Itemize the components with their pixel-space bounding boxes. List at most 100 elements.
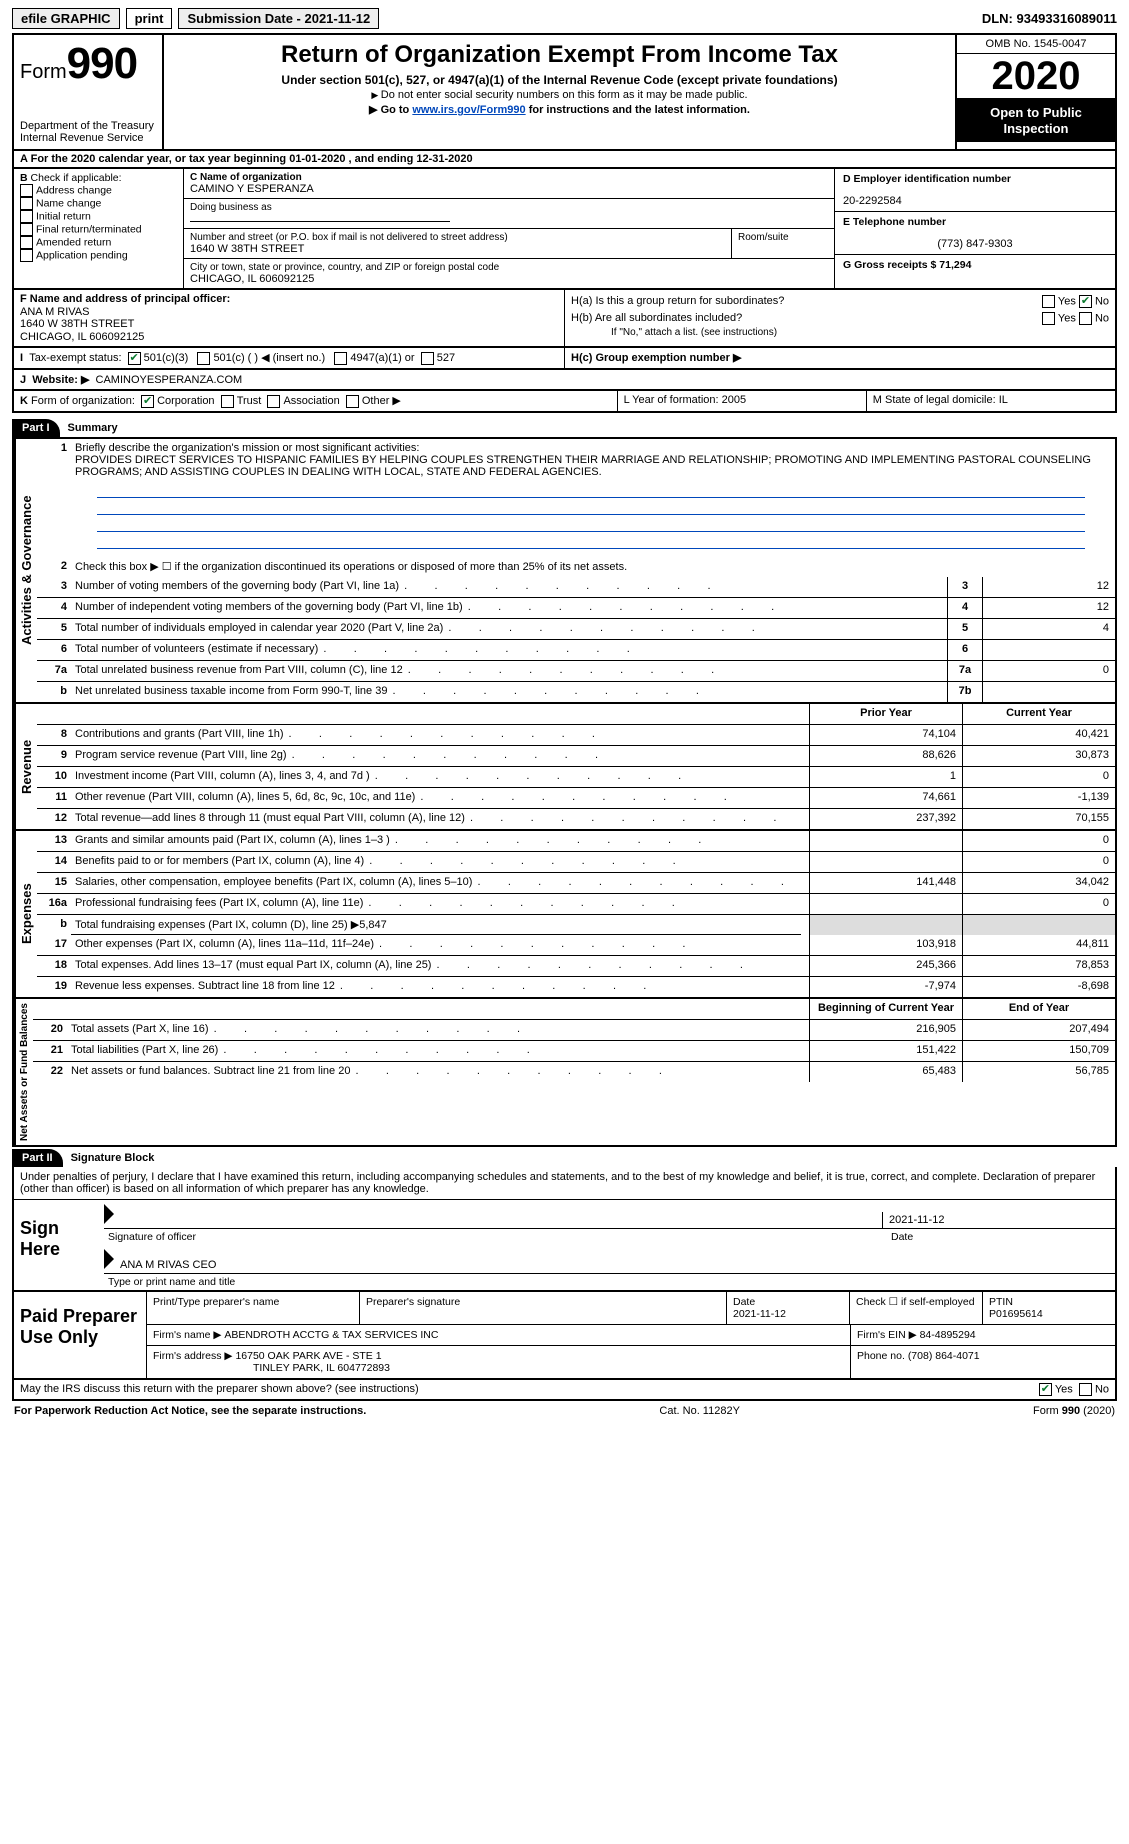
hb-label: H(b) Are all subordinates included?: [571, 312, 742, 325]
officer-printed-name: ANA M RIVAS CEO: [116, 1257, 1115, 1273]
hb-no-checkbox[interactable]: [1079, 312, 1092, 325]
city-value: CHICAGO, IL 606092125: [190, 273, 828, 285]
phone-value: (773) 847-9303: [843, 238, 1107, 250]
tax-status-row: I Tax-exempt status: 501(c)(3) 501(c) ( …: [12, 348, 1117, 370]
form-number: Form990: [20, 39, 156, 90]
name-change-checkbox[interactable]: [20, 197, 33, 210]
ssn-hint: Do not enter social security numbers on …: [172, 89, 947, 101]
mission-text: PROVIDES DIRECT SERVICES TO HISPANIC FAM…: [75, 454, 1091, 478]
table-row: 6Total number of volunteers (estimate if…: [37, 640, 1115, 661]
table-row: bNet unrelated business taxable income f…: [37, 682, 1115, 702]
table-row: 3Number of voting members of the governi…: [37, 577, 1115, 598]
sign-date: 2021-11-12: [882, 1212, 1115, 1228]
sig-date-label: Date: [887, 1229, 1115, 1245]
501c-checkbox[interactable]: [197, 352, 210, 365]
instructions-link[interactable]: www.irs.gov/Form990: [412, 104, 525, 116]
side-revenue: Revenue: [14, 704, 37, 829]
501c3-checkbox[interactable]: [128, 352, 141, 365]
table-row: 13Grants and similar amounts paid (Part …: [37, 831, 1115, 852]
mission-line: [97, 517, 1085, 532]
table-row: 7aTotal unrelated business revenue from …: [37, 661, 1115, 682]
tax-year: 2020: [957, 54, 1115, 99]
amended-return-checkbox[interactable]: [20, 236, 33, 249]
irs-label: Internal Revenue Service: [20, 132, 156, 145]
table-row: 15Salaries, other compensation, employee…: [37, 873, 1115, 894]
association-checkbox[interactable]: [267, 395, 280, 408]
officer-addr2: CHICAGO, IL 606092125: [20, 331, 558, 344]
firm-addr1: 16750 OAK PARK AVE - STE 1: [235, 1350, 381, 1362]
beginning-year-header: Beginning of Current Year: [809, 999, 962, 1019]
table-row: 22Net assets or fund balances. Subtract …: [33, 1062, 1115, 1082]
sign-here-label: Sign Here: [14, 1200, 104, 1290]
omb-number: OMB No. 1545-0047: [957, 35, 1115, 54]
other-checkbox[interactable]: [346, 395, 359, 408]
gross-receipts: G Gross receipts $ 71,294: [843, 259, 1107, 271]
website-row: J Website: ▶ CAMINOYESPERANZA.COM: [12, 370, 1117, 391]
website-value: CAMINOYESPERANZA.COM: [96, 374, 243, 386]
cat-number: Cat. No. 11282Y: [659, 1405, 740, 1417]
4947-checkbox[interactable]: [334, 352, 347, 365]
form-title: Return of Organization Exempt From Incom…: [172, 41, 947, 69]
trust-checkbox[interactable]: [221, 395, 234, 408]
hb-note: If "No," attach a list. (see instruction…: [571, 327, 1109, 339]
ha-yes-checkbox[interactable]: [1042, 295, 1055, 308]
application-pending-checkbox[interactable]: [20, 249, 33, 262]
preparer-name-label: Print/Type preparer's name: [147, 1292, 360, 1324]
instructions-hint: ▶ Go to www.irs.gov/Form990 for instruct…: [172, 103, 947, 116]
ptin-value: P01695614: [989, 1308, 1043, 1320]
table-row: 18Total expenses. Add lines 13–17 (must …: [37, 956, 1115, 977]
dba-label: Doing business as: [190, 202, 828, 213]
table-row: 12Total revenue—add lines 8 through 11 (…: [37, 809, 1115, 829]
print-button[interactable]: print: [126, 8, 173, 29]
initial-return-checkbox[interactable]: [20, 210, 33, 223]
ein-label: D Employer identification number: [843, 173, 1107, 185]
officer-group-row: F Name and address of principal officer:…: [12, 290, 1117, 349]
tax-year-line: A For the 2020 calendar year, or tax yea…: [12, 151, 1117, 169]
prior-year-header: Prior Year: [809, 704, 962, 724]
ha-no-checkbox[interactable]: [1079, 295, 1092, 308]
discuss-no-checkbox[interactable]: [1079, 1383, 1092, 1396]
self-employed-check[interactable]: Check ☐ if self-employed: [850, 1292, 983, 1324]
table-row: 8Contributions and grants (Part VIII, li…: [37, 725, 1115, 746]
paid-preparer-label: Paid Preparer Use Only: [14, 1292, 147, 1378]
officer-addr1: 1640 W 38TH STREET: [20, 318, 558, 331]
footer: For Paperwork Reduction Act Notice, see …: [12, 1401, 1117, 1417]
side-net-assets: Net Assets or Fund Balances: [14, 999, 33, 1145]
sig-name-label: Type or print name and title: [104, 1274, 1115, 1290]
table-row: 14Benefits paid to or for members (Part …: [37, 852, 1115, 873]
efile-button[interactable]: efile GRAPHIC: [12, 8, 120, 29]
table-row: 2Check this box ▶ ☐ if the organization …: [37, 557, 1115, 577]
open-to-public: Open to Public Inspection: [957, 99, 1115, 142]
address-change-checkbox[interactable]: [20, 184, 33, 197]
room-label: Room/suite: [738, 232, 828, 243]
dln-label: DLN: 93493316089011: [982, 11, 1117, 26]
firm-ein: 84-4895294: [920, 1329, 976, 1341]
form-header: Form990 Department of the Treasury Inter…: [12, 33, 1117, 151]
state-domicile: M State of legal domicile: IL: [867, 391, 1115, 411]
table-row: 20Total assets (Part X, line 16)216,9052…: [33, 1020, 1115, 1041]
table-row: 10Investment income (Part VIII, column (…: [37, 767, 1115, 788]
mission-line: [97, 483, 1085, 498]
hb-yes-checkbox[interactable]: [1042, 312, 1055, 325]
org-name-label: C Name of organization: [190, 172, 828, 183]
officer-label: F Name and address of principal officer:: [20, 293, 558, 306]
part1-body: Activities & Governance 1 Briefly descri…: [12, 437, 1117, 1147]
527-checkbox[interactable]: [421, 352, 434, 365]
end-year-header: End of Year: [962, 999, 1115, 1019]
city-label: City or town, state or province, country…: [190, 262, 828, 273]
ha-label: H(a) Is this a group return for subordin…: [571, 295, 784, 308]
mission-line: [97, 534, 1085, 549]
discuss-yes-checkbox[interactable]: [1039, 1383, 1052, 1396]
year-formation: L Year of formation: 2005: [618, 391, 867, 411]
ein-value: 20-2292584: [843, 195, 1107, 207]
table-row: 9Program service revenue (Part VIII, lin…: [37, 746, 1115, 767]
paid-preparer-block: Paid Preparer Use Only Print/Type prepar…: [12, 1292, 1117, 1380]
declaration-text: Under penalties of perjury, I declare th…: [12, 1167, 1117, 1200]
table-row: 19Revenue less expenses. Subtract line 1…: [37, 977, 1115, 997]
corporation-checkbox[interactable]: [141, 395, 154, 408]
dept-treasury: Department of the Treasury: [20, 120, 156, 133]
sig-officer-label: Signature of officer: [104, 1229, 887, 1245]
part1-title: Summary: [60, 422, 118, 434]
top-bar: efile GRAPHIC print Submission Date - 20…: [12, 8, 1117, 29]
final-return-checkbox[interactable]: [20, 223, 33, 236]
